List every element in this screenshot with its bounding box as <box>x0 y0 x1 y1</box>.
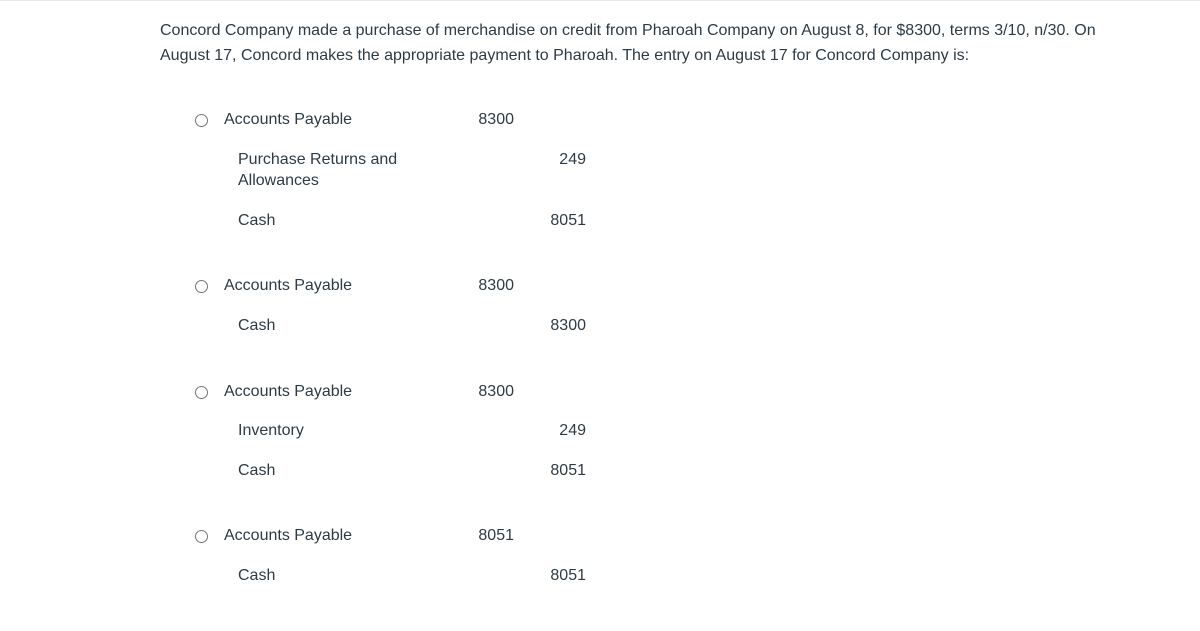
account-name: Accounts Payable <box>224 109 454 131</box>
account-name: Cash <box>224 315 454 337</box>
journal-line: Cash 8051 <box>224 460 890 482</box>
journal-line: Accounts Payable8300 <box>224 109 890 131</box>
journal-line: Cash 8051 <box>224 565 890 587</box>
credit-amount: 8051 <box>526 460 586 482</box>
radio-button[interactable] <box>195 280 208 293</box>
account-name: Cash <box>224 565 454 587</box>
debit-amount: 8300 <box>454 381 514 403</box>
account-name: Accounts Payable <box>224 525 454 547</box>
credit-amount: 8051 <box>526 210 586 232</box>
account-name: Purchase Returns and Allowances <box>224 149 454 192</box>
options-container: Accounts Payable8300Purchase Returns and… <box>190 109 890 631</box>
journal-entry: Accounts Payable8051Cash8051 <box>224 525 890 586</box>
radio-button[interactable] <box>195 114 208 127</box>
debit-amount: 8300 <box>454 275 514 297</box>
question-text: Concord Company made a purchase of merch… <box>160 19 1120 69</box>
credit-amount: 249 <box>526 420 586 442</box>
journal-line: Cash 8051 <box>224 210 890 232</box>
journal-line: Cash 8300 <box>224 315 890 337</box>
journal-line: Accounts Payable8051 <box>224 525 890 547</box>
radio-button[interactable] <box>195 530 208 543</box>
credit-amount: 8300 <box>526 315 586 337</box>
credit-amount: 249 <box>526 149 586 171</box>
radio-button[interactable] <box>195 386 208 399</box>
account-name: Accounts Payable <box>224 275 454 297</box>
answer-option[interactable]: Accounts Payable8051Cash8051 <box>190 525 890 586</box>
question-page: Concord Company made a purchase of merch… <box>0 0 1200 620</box>
answer-option[interactable]: Accounts Payable8300Purchase Returns and… <box>190 109 890 231</box>
debit-amount: 8051 <box>454 525 514 547</box>
journal-entry: Accounts Payable8300Cash8300 <box>224 275 890 336</box>
journal-line: Accounts Payable8300 <box>224 275 890 297</box>
journal-entry: Accounts Payable8300Inventory249Cash8051 <box>224 381 890 482</box>
journal-line: Inventory 249 <box>224 420 890 442</box>
journal-entry: Accounts Payable8300Purchase Returns and… <box>224 109 890 231</box>
credit-amount: 8051 <box>526 565 586 587</box>
account-name: Inventory <box>224 420 454 442</box>
account-name: Accounts Payable <box>224 381 454 403</box>
debit-amount: 8300 <box>454 109 514 131</box>
answer-option[interactable]: Accounts Payable8300Inventory249Cash8051 <box>190 381 890 482</box>
journal-line: Purchase Returns and Allowances 249 <box>224 149 890 192</box>
answer-option[interactable]: Accounts Payable8300Cash8300 <box>190 275 890 336</box>
account-name: Cash <box>224 460 454 482</box>
journal-line: Accounts Payable8300 <box>224 381 890 403</box>
account-name: Cash <box>224 210 454 232</box>
